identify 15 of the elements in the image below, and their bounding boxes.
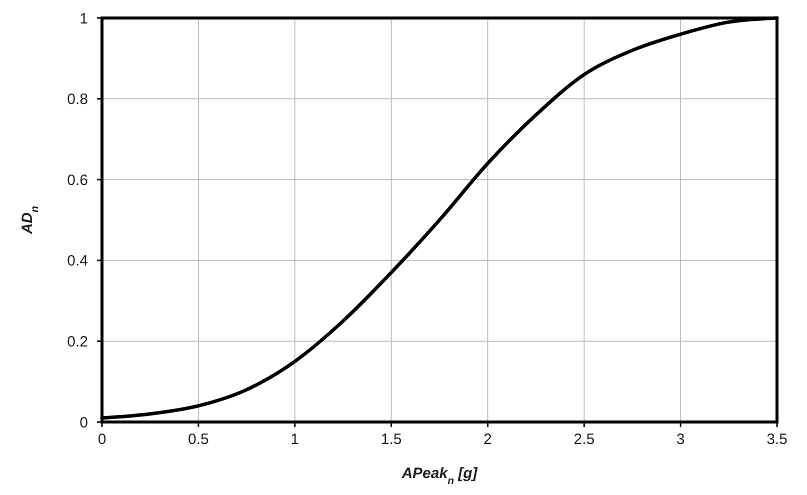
x-tick-label: 0.5 <box>188 431 209 448</box>
y-tick-label: 1 <box>80 10 88 28</box>
x-tick-label: 1.5 <box>380 431 402 448</box>
x-tick-label: 2 <box>484 431 492 448</box>
y-tick-label: 0 <box>80 414 88 432</box>
y-tick-label: 0.8 <box>67 91 88 108</box>
x-tick-label: 3.5 <box>766 431 788 448</box>
y-tick-label: 0.2 <box>67 333 88 350</box>
y-tick-label: 0.6 <box>67 172 88 189</box>
x-tick-label: 1 <box>290 431 300 448</box>
x-tick-label: 3 <box>676 431 685 448</box>
y-tick-label: 0.4 <box>67 252 88 270</box>
x-axis-title: APeak$_{n}$ [g] <box>400 465 478 487</box>
x-tick-label: 0 <box>98 431 106 448</box>
x-tick-label: 2.5 <box>574 431 595 448</box>
